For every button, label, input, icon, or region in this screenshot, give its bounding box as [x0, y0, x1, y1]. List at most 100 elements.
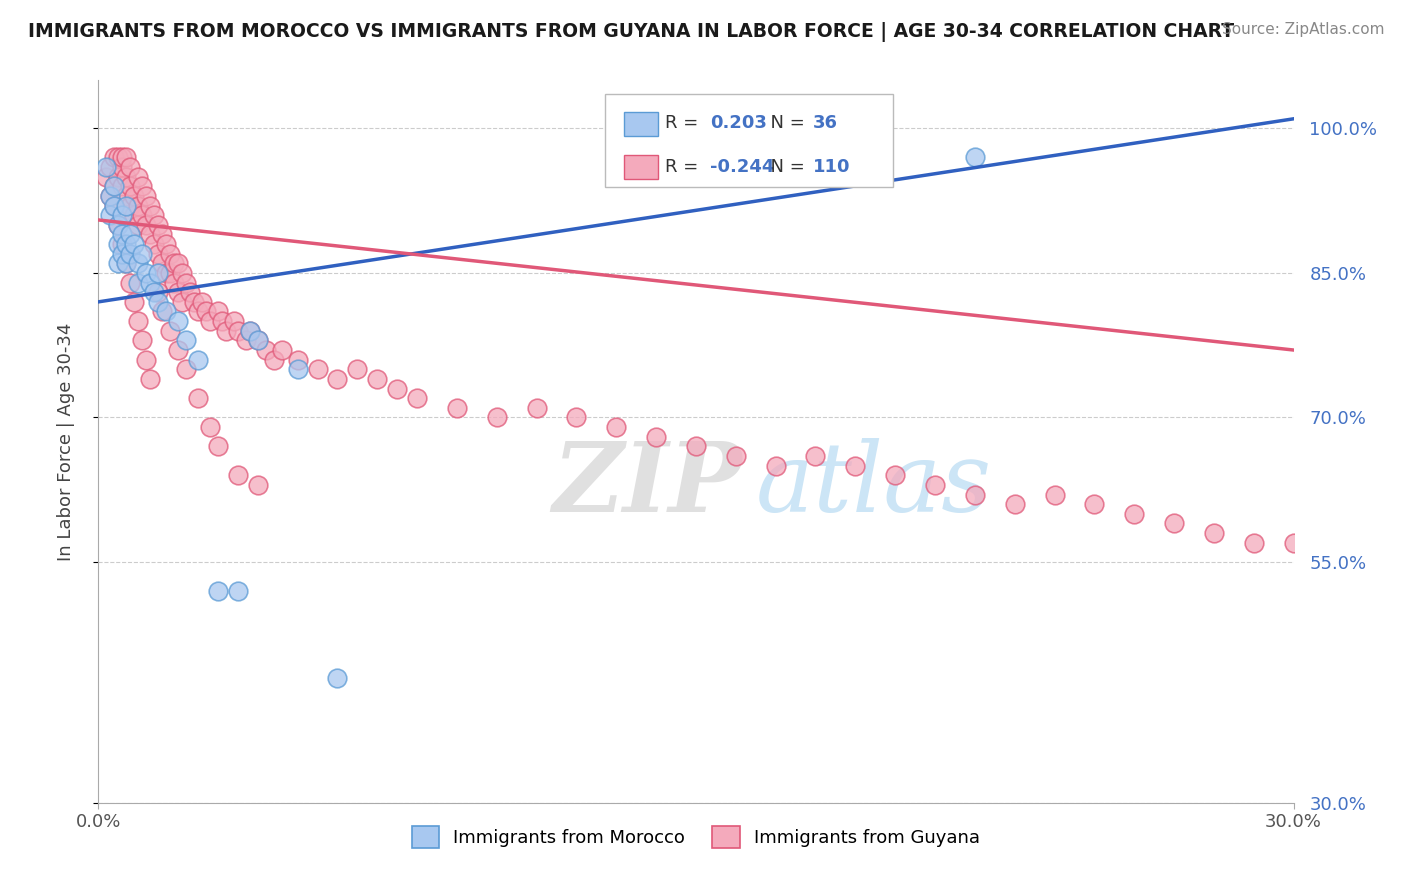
- Point: [1243, 535, 1265, 549]
- Point: [115, 169, 138, 184]
- Point: [107, 237, 129, 252]
- Point: [120, 160, 142, 174]
- Point: [366, 372, 388, 386]
- Point: [239, 324, 262, 338]
- Point: [96, 169, 118, 184]
- Text: R =: R =: [665, 158, 704, 176]
- Point: [326, 671, 349, 685]
- Point: [124, 237, 146, 252]
- Text: 36: 36: [813, 114, 838, 132]
- Point: [139, 227, 162, 242]
- Point: [246, 334, 269, 348]
- Point: [155, 304, 177, 318]
- Point: [135, 352, 157, 367]
- Point: [884, 468, 907, 483]
- Point: [139, 198, 162, 212]
- Point: [115, 256, 138, 270]
- Text: -0.244: -0.244: [710, 158, 775, 176]
- Point: [645, 430, 668, 444]
- Point: [111, 179, 134, 194]
- Point: [159, 266, 181, 280]
- Point: [187, 304, 209, 318]
- Point: [187, 391, 209, 405]
- Point: [148, 246, 170, 260]
- Point: [163, 276, 186, 290]
- Point: [127, 169, 149, 184]
- Point: [143, 237, 166, 252]
- Point: [120, 198, 142, 212]
- Point: [111, 160, 134, 174]
- Point: [207, 304, 229, 318]
- Point: [385, 382, 409, 396]
- Point: [174, 362, 197, 376]
- Text: Source: ZipAtlas.com: Source: ZipAtlas.com: [1222, 22, 1385, 37]
- Point: [155, 237, 177, 252]
- Point: [111, 237, 134, 252]
- Point: [96, 160, 118, 174]
- Point: [605, 420, 627, 434]
- Point: [115, 256, 138, 270]
- Point: [107, 169, 129, 184]
- Point: [174, 276, 197, 290]
- Point: [135, 218, 157, 232]
- Point: [155, 266, 177, 280]
- Point: [1163, 516, 1185, 531]
- Point: [98, 189, 122, 203]
- Text: atlas: atlas: [756, 438, 991, 532]
- Point: [127, 256, 149, 270]
- Point: [111, 150, 134, 164]
- Point: [226, 468, 249, 483]
- Point: [107, 256, 129, 270]
- Point: [207, 439, 229, 453]
- Point: [326, 372, 349, 386]
- Point: [111, 246, 134, 260]
- Point: [159, 324, 181, 338]
- Point: [254, 343, 277, 357]
- Text: IMMIGRANTS FROM MOROCCO VS IMMIGRANTS FROM GUYANA IN LABOR FORCE | AGE 30-34 COR: IMMIGRANTS FROM MOROCCO VS IMMIGRANTS FR…: [28, 22, 1234, 42]
- Point: [179, 285, 201, 300]
- Point: [163, 256, 186, 270]
- Point: [124, 208, 146, 222]
- Point: [131, 179, 153, 194]
- Point: [148, 218, 170, 232]
- Text: R =: R =: [665, 114, 704, 132]
- Point: [150, 256, 173, 270]
- Point: [346, 362, 368, 376]
- Point: [239, 324, 262, 338]
- Point: [207, 583, 229, 598]
- Point: [1083, 497, 1105, 511]
- Point: [924, 478, 946, 492]
- Text: N =: N =: [759, 114, 811, 132]
- Text: 0.203: 0.203: [710, 114, 766, 132]
- Text: N =: N =: [759, 158, 811, 176]
- Point: [198, 314, 221, 328]
- Point: [195, 304, 218, 318]
- Point: [115, 189, 138, 203]
- Point: [107, 218, 129, 232]
- Point: [131, 334, 153, 348]
- Point: [565, 410, 588, 425]
- Point: [198, 420, 221, 434]
- Point: [124, 189, 146, 203]
- Point: [211, 314, 233, 328]
- Point: [406, 391, 429, 405]
- Point: [1202, 526, 1225, 541]
- Point: [150, 304, 173, 318]
- Text: 110: 110: [813, 158, 851, 176]
- Point: [135, 189, 157, 203]
- Point: [127, 314, 149, 328]
- Point: [1282, 535, 1305, 549]
- Point: [246, 478, 269, 492]
- Point: [222, 314, 245, 328]
- Point: [485, 410, 508, 425]
- Point: [724, 449, 747, 463]
- Point: [167, 314, 190, 328]
- Point: [226, 324, 249, 338]
- Point: [127, 198, 149, 212]
- Point: [167, 343, 190, 357]
- Point: [135, 266, 157, 280]
- Point: [963, 487, 986, 501]
- Point: [159, 246, 181, 260]
- Point: [226, 583, 249, 598]
- Point: [685, 439, 707, 453]
